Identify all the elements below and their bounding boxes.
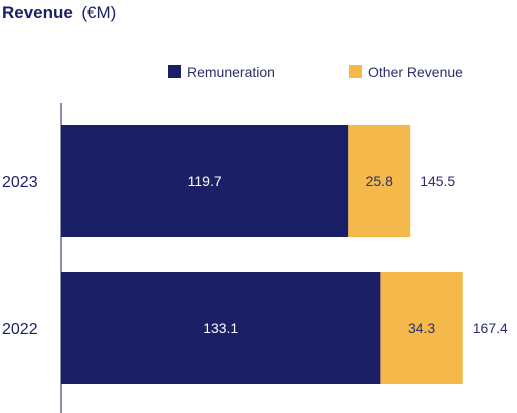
total-label-2023: 145.5 <box>420 173 455 189</box>
chart-title: Revenue (€M) <box>2 3 116 22</box>
bar-2022-series-2 <box>380 272 463 384</box>
legend-label-1: Remuneration <box>187 64 275 80</box>
category-label-2023: 2023 <box>2 174 38 191</box>
chart-title-main: Revenue <box>2 3 73 22</box>
legend-swatch-2 <box>349 65 362 78</box>
total-label-2022: 167.4 <box>473 320 508 336</box>
bar-2023-series-2 <box>348 125 411 237</box>
bars: 2023 119.7 25.8 145.5 2022 133.1 34.3 167.4 <box>2 125 508 384</box>
bar-2022-series-1 <box>61 272 381 384</box>
bar-2023-series-1 <box>61 125 349 237</box>
legend: Remuneration Other Revenue <box>168 64 463 80</box>
bar-value-label-2022-series-2: 34.3 <box>408 320 435 336</box>
legend-swatch-1 <box>168 65 181 78</box>
legend-label-2: Other Revenue <box>368 64 463 80</box>
chart-title-unit: (€M) <box>81 3 116 22</box>
bar-value-label-2022-series-1: 133.1 <box>203 320 238 336</box>
bar-value-label-2023-series-1: 119.7 <box>188 173 222 189</box>
category-label-2022: 2022 <box>2 321 38 338</box>
bar-value-label-2023-series-2: 25.8 <box>366 173 393 189</box>
